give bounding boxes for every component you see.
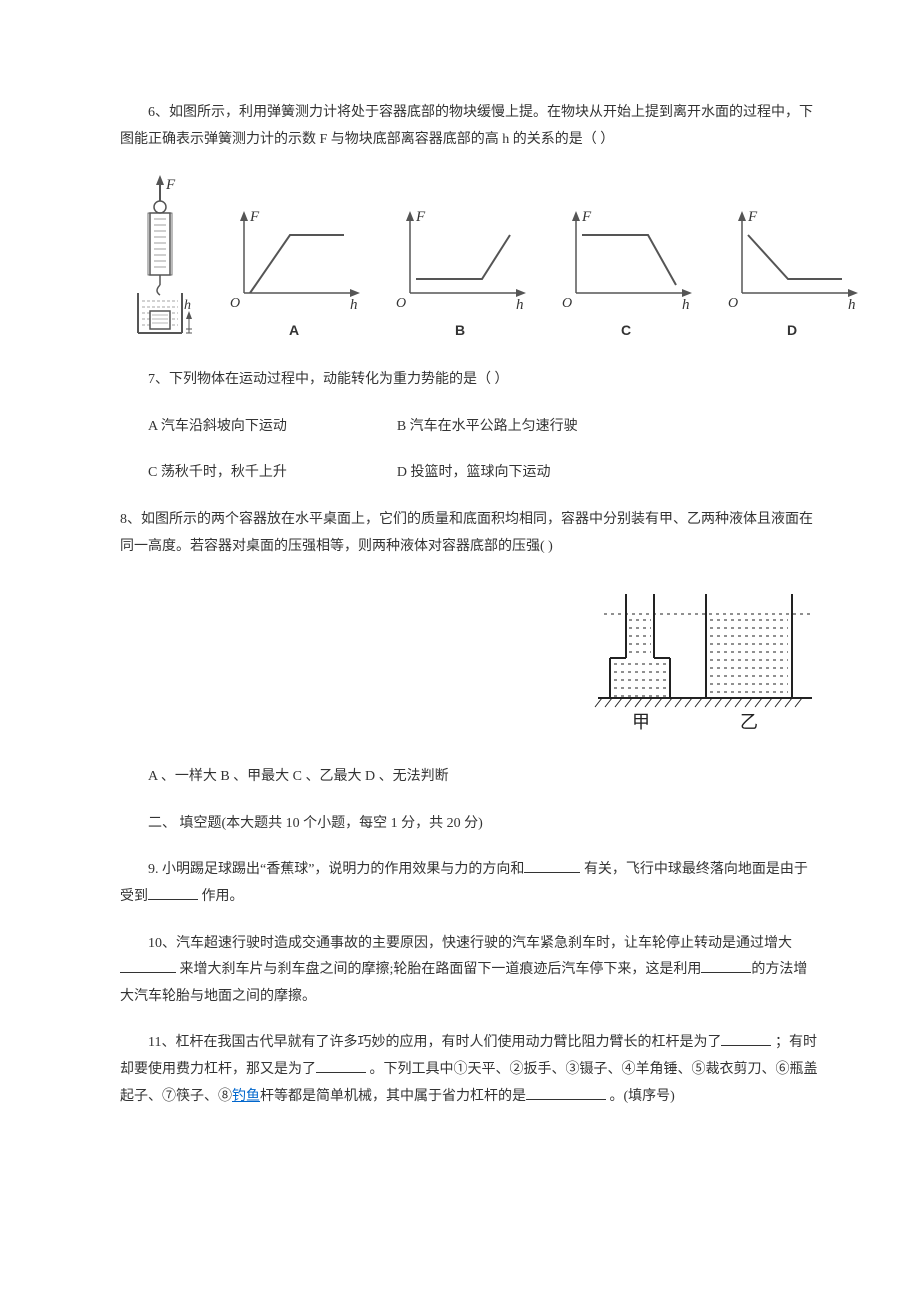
q9-blank2[interactable]: [148, 886, 198, 900]
svg-text:O: O: [562, 296, 572, 311]
q9-text: 9. 小明踢足球踢出“香蕉球”，说明力的作用效果与力的方向和 有关，飞行中球最终…: [120, 857, 820, 910]
graph-D-label: D: [718, 317, 866, 344]
q7-text: 7、下列物体在运动过程中，动能转化为重力势能的是（ ）: [120, 367, 820, 394]
q10-blank1[interactable]: [120, 959, 176, 973]
svg-text:O: O: [728, 296, 738, 311]
q7-optA: A 汽车沿斜坡向下运动: [148, 419, 287, 434]
q6-graph-D: Fh O D: [718, 205, 866, 344]
svg-text:h: h: [350, 297, 358, 313]
q9-pre: 9. 小明踢足球踢出“香蕉球”，说明力的作用效果与力的方向和: [148, 862, 524, 877]
q10-mid: 来增大刹车片与刹车盘之间的摩擦;轮胎在路面留下一道痕迹后汽车停下来，这是利用: [176, 962, 701, 977]
q6-figure-row: Fh FhO A FhO B FhO C FhO D: [120, 173, 820, 343]
q9-blank1[interactable]: [524, 859, 580, 873]
q11-mid3: 杆等都是简单机械，其中属于省力杠杆的是: [260, 1089, 526, 1104]
svg-text:F: F: [581, 209, 592, 225]
svg-text:甲: 甲: [632, 712, 650, 732]
graph-C-label: C: [552, 317, 700, 344]
q6-graph-B: Fh O B: [386, 205, 534, 344]
graph-B-label: B: [386, 317, 534, 344]
graph-A-label: A: [220, 317, 368, 344]
q9-post: 作用。: [198, 889, 244, 904]
svg-text:F: F: [249, 209, 260, 225]
q11-pre: 11、杠杆在我国古代早就有了许多巧妙的应用，有时人们使用动力臂比阻力臂长的杠杆是…: [148, 1035, 721, 1050]
q7-line2: C 荡秋千时，秋千上升 D 投篮时，篮球向下运动: [120, 460, 820, 487]
svg-text:h: h: [848, 297, 856, 313]
svg-text:h: h: [516, 297, 524, 313]
q7-optC: C 荡秋千时，秋千上升: [148, 465, 287, 480]
spring-scale-svg: Fh: [120, 173, 202, 343]
q10-pre: 10、汽车超速行驶时造成交通事故的主要原因，快速行驶的汽车紧急刹车时，让车轮停止…: [148, 936, 792, 951]
svg-text:O: O: [396, 296, 406, 311]
q6-graph-A: Fh O A: [220, 205, 368, 344]
q8-options: A 、一样大 B 、甲最大 C 、乙最大 D 、无法判断: [120, 764, 820, 791]
svg-text:乙: 乙: [740, 712, 758, 732]
graph-B-svg: Fh O: [386, 205, 534, 315]
q11-post: 。(填序号): [606, 1089, 675, 1104]
q7-optD: D 投篮时，篮球向下运动: [397, 465, 551, 480]
svg-text:F: F: [415, 209, 426, 225]
q8-text: 8、如图所示的两个容器放在水平桌面上，它们的质量和底面积均相同，容器中分别装有甲…: [120, 507, 820, 560]
q10-text: 10、汽车超速行驶时造成交通事故的主要原因，快速行驶的汽车紧急刹车时，让车轮停止…: [120, 931, 820, 1011]
svg-text:F: F: [747, 209, 758, 225]
q7-line1: A 汽车沿斜坡向下运动 B 汽车在水平公路上匀速行驶: [120, 414, 820, 441]
q7-optB: B 汽车在水平公路上匀速行驶: [397, 419, 578, 434]
q8-figure-wrap: 甲乙: [120, 580, 820, 740]
q6-graph-C: Fh O C: [552, 205, 700, 344]
q10-blank2[interactable]: [701, 959, 751, 973]
q11-link[interactable]: 钓鱼: [232, 1089, 260, 1104]
graph-C-svg: Fh O: [552, 205, 700, 315]
section2-heading: 二、 填空题(本大题共 10 个小题，每空 1 分，共 20 分): [120, 811, 820, 838]
svg-text:h: h: [682, 297, 690, 313]
svg-text:O: O: [230, 296, 240, 311]
q11-blank1[interactable]: [721, 1032, 771, 1046]
svg-text:h: h: [184, 298, 191, 313]
q11-blank3[interactable]: [526, 1086, 606, 1100]
svg-text:F: F: [165, 177, 176, 193]
q8-containers-svg: 甲乙: [590, 580, 820, 740]
q6-setup-figure: Fh: [120, 173, 202, 343]
q11-blank2[interactable]: [316, 1059, 366, 1073]
graph-A-svg: Fh O: [220, 205, 368, 315]
graph-D-svg: Fh O: [718, 205, 866, 315]
q6-text: 6、如图所示，利用弹簧测力计将处于容器底部的物块缓慢上提。在物块从开始上提到离开…: [120, 100, 820, 153]
q11-text: 11、杠杆在我国古代早就有了许多巧妙的应用，有时人们使用动力臂比阻力臂长的杠杆是…: [120, 1030, 820, 1110]
